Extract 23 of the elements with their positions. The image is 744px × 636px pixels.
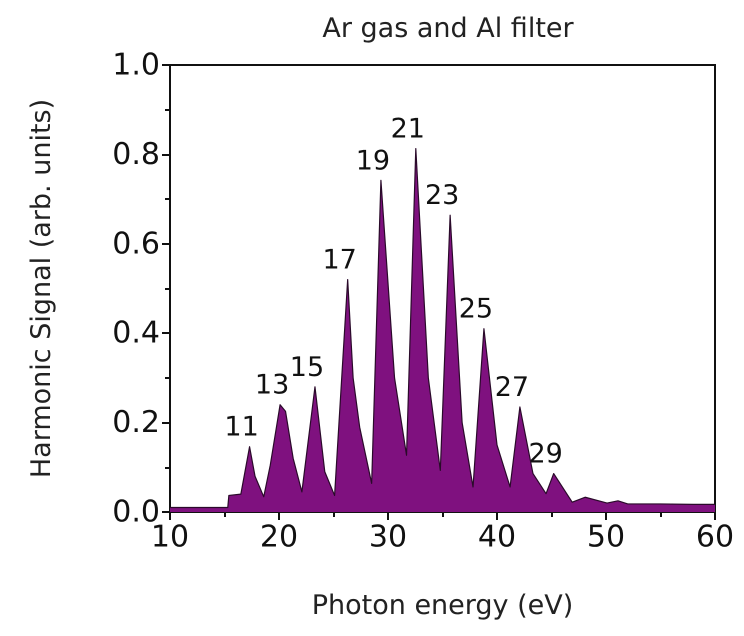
annotation: 19 — [356, 145, 390, 176]
chart-title: Ar gas and Al filter — [322, 13, 575, 44]
annotation: 25 — [458, 294, 494, 325]
y-tick-label: 0.2 — [112, 405, 160, 440]
annotation: 17 — [322, 244, 357, 276]
x-tick-label: 20 — [260, 520, 298, 554]
annotation: 11 — [224, 412, 259, 443]
y-tick-label: 1.0 — [112, 48, 160, 82]
y-tick-label: 0.4 — [112, 316, 160, 351]
annotation: 15 — [290, 352, 324, 383]
x-axis-title: Photon energy (eV) — [312, 590, 574, 621]
x-tick-label: 30 — [368, 520, 408, 554]
annotation: 21 — [390, 114, 425, 145]
x-tick-label: 50 — [586, 520, 626, 554]
y-tick-label: 0.6 — [112, 226, 160, 262]
annotation: 23 — [424, 180, 460, 212]
annotation: 29 — [528, 438, 563, 470]
y-tick-label: 0.8 — [112, 136, 160, 172]
y-axis-title: Harmonic Signal (arb. units) — [26, 98, 57, 478]
annotation: 13 — [254, 370, 290, 401]
x-tick-label: 40 — [478, 520, 516, 554]
annotation: 27 — [494, 372, 530, 403]
x-tick-label: 60 — [696, 520, 734, 554]
